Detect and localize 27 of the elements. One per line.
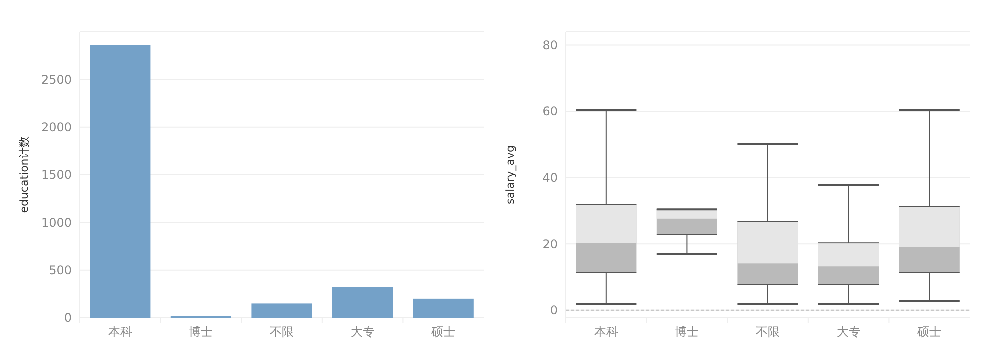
x-tick-label: 本科 [108,325,132,339]
x-tick-label: 硕士 [430,325,456,339]
y-tick-label: 40 [542,171,558,186]
x-tick-label: 大专 [836,325,861,339]
bar [413,298,474,318]
x-tick-label: 不限 [756,325,780,339]
x-tick-label: 博士 [675,325,700,339]
bar [252,304,312,318]
x-tick-label: 大专 [350,325,375,339]
y-tick-label: 1000 [41,216,72,230]
y-tick-label: 0 [64,311,72,326]
y-tick-label: 2500 [41,72,72,87]
x-tick-label: 硕士 [916,325,942,339]
y-tick-label: 60 [542,104,558,119]
y-tick-label: 80 [542,38,558,52]
bar [332,287,394,318]
y-tick-label: 2000 [41,120,72,135]
y-axis-title: education计数 [18,136,31,214]
y-tick-label: 1500 [41,168,72,182]
bar [90,45,151,318]
x-tick-label: 不限 [270,325,294,339]
x-tick-label: 本科 [594,325,618,339]
x-tick-label: 博士 [189,325,214,339]
y-tick-label: 0 [550,304,558,318]
y-axis-title: salary_avg [504,145,517,205]
y-tick-label: 500 [49,264,72,278]
y-tick-label: 20 [542,237,558,252]
